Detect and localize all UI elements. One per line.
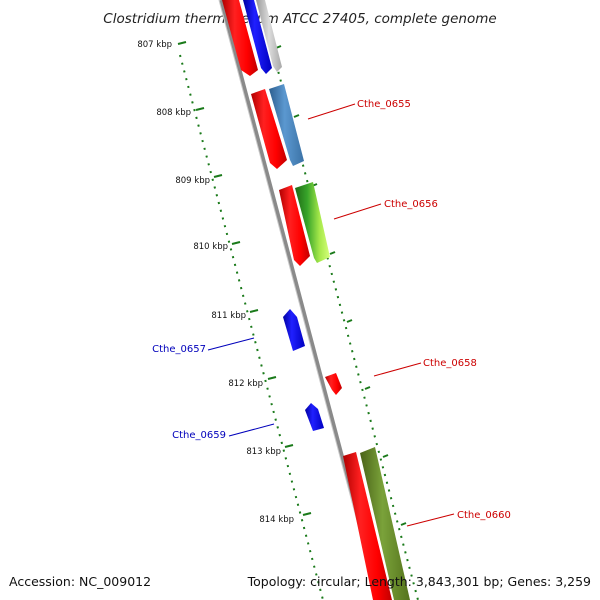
gene-label-text: Cthe_0656 [384, 199, 438, 210]
gene-label-text: Cthe_0657 [152, 344, 206, 355]
gene-arrow-blue-top[interactable] [243, 0, 272, 74]
kbp-tick-label: 809 kbp [175, 176, 210, 186]
accession-text: Accession: NC_009012 [9, 574, 151, 589]
kbp-tick-809: 809 kbp [175, 174, 223, 186]
kbp-tick-811: 811 kbp [211, 309, 259, 321]
gene-features [222, 0, 410, 600]
gene-arrow-steelblue-0655[interactable] [269, 84, 304, 166]
gene-arrow-red-top[interactable] [222, 0, 258, 76]
feature-track-dotted [261, 9, 419, 600]
kbp-tick-label: 814 kbp [259, 515, 294, 525]
gene-label-text: Cthe_0655 [357, 99, 411, 110]
kbp-tick-813: 813 kbp [246, 444, 294, 457]
gene-label-cthe-0658[interactable]: Cthe_0658 [373, 358, 477, 377]
gene-label-text: Cthe_0658 [423, 358, 477, 369]
gene-arrow-red-0658[interactable] [325, 373, 342, 395]
kbp-tick-label: 811 kbp [211, 311, 246, 321]
gene-label-cthe-0655[interactable]: Cthe_0655 [307, 99, 411, 120]
kbp-ticks: 807 kbp 808 kbp 809 kbp 810 kbp 811 kbp … [137, 40, 312, 525]
kbp-tick-label: 813 kbp [246, 447, 281, 457]
gene-arrow-green-0656[interactable] [295, 182, 330, 263]
gene-label-text: Cthe_0659 [172, 430, 226, 441]
kbp-tick-label: 812 kbp [228, 379, 263, 389]
gene-arrow-olive-0660[interactable] [360, 447, 410, 600]
kbp-ruler-track [179, 54, 324, 600]
gene-label-cthe-0660[interactable]: Cthe_0660 [406, 510, 511, 527]
gene-arrow-blue-0657[interactable] [283, 309, 305, 351]
gene-arrow-red-0660[interactable] [343, 452, 392, 600]
kbp-tick-label: 808 kbp [156, 108, 191, 118]
gene-arrow-red-0655[interactable] [251, 89, 287, 169]
topology-text: Topology: circular; Length: 3,843,301 bp… [247, 574, 591, 589]
gene-label-text: Cthe_0660 [457, 510, 511, 521]
kbp-tick-812: 812 kbp [228, 376, 277, 389]
kbp-tick-label: 807 kbp [137, 40, 172, 50]
kbp-tick-808: 808 kbp [156, 107, 205, 118]
gene-label-cthe-0657[interactable]: Cthe_0657 [152, 337, 255, 355]
gene-label-cthe-0656[interactable]: Cthe_0656 [333, 199, 438, 220]
kbp-tick-814: 814 kbp [259, 512, 312, 525]
page-title: Clostridium thermocellum ATCC 27405, com… [103, 11, 496, 27]
gene-label-cthe-0659[interactable]: Cthe_0659 [172, 423, 275, 441]
gene-labels: Cthe_0655 Cthe_0656 Cthe_0657 Cthe_0658 … [152, 99, 511, 527]
gene-arrow-red-0656[interactable] [279, 185, 310, 266]
gene-arrow-blue-0659[interactable] [305, 403, 324, 431]
kbp-tick-810: 810 kbp [193, 241, 241, 252]
gene-arrow-grey-top[interactable] [256, 0, 282, 72]
kbp-tick-label: 810 kbp [193, 242, 228, 252]
kbp-tick-807: 807 kbp [137, 40, 187, 50]
